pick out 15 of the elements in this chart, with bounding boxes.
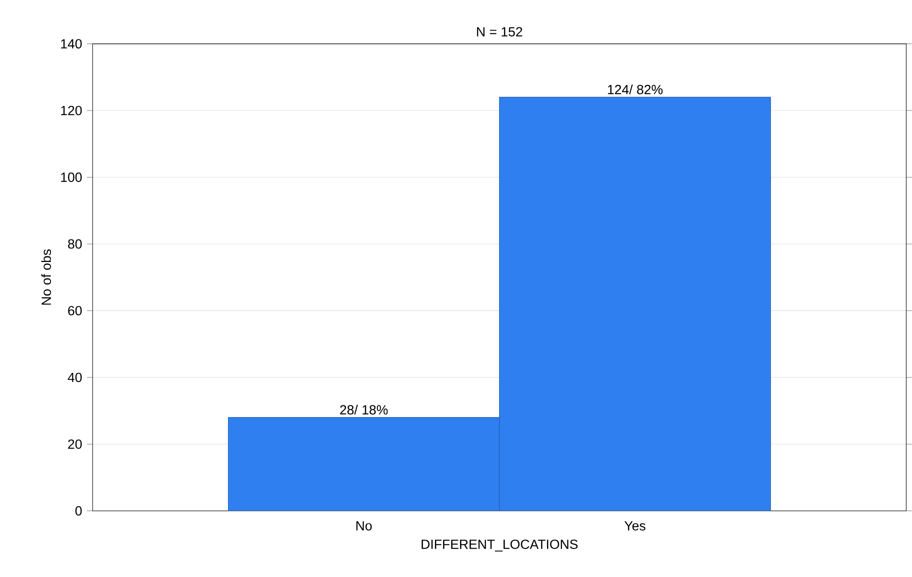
y-tick-label: 40	[68, 372, 82, 382]
data-label: 124/ 82%	[608, 84, 663, 94]
y-tick-label: 80	[68, 239, 82, 249]
y-tick-label: 20	[68, 440, 82, 450]
y-tick-label: 100	[61, 172, 82, 182]
data-label: 28/ 18%	[340, 404, 388, 415]
x-axis-title: DIFFERENT_LOCATIONS	[422, 540, 578, 552]
chart-title: N = 152	[477, 27, 522, 37]
x-tick-label: No	[356, 521, 372, 531]
y-tick-label: 60	[68, 306, 82, 316]
y-tick-label: 0	[75, 506, 82, 516]
y-tick-label: 140	[61, 39, 82, 49]
y-tick-label: 120	[61, 106, 82, 116]
x-tick-label: Yes	[624, 521, 646, 531]
y-axis-title: No of obs	[41, 250, 51, 305]
